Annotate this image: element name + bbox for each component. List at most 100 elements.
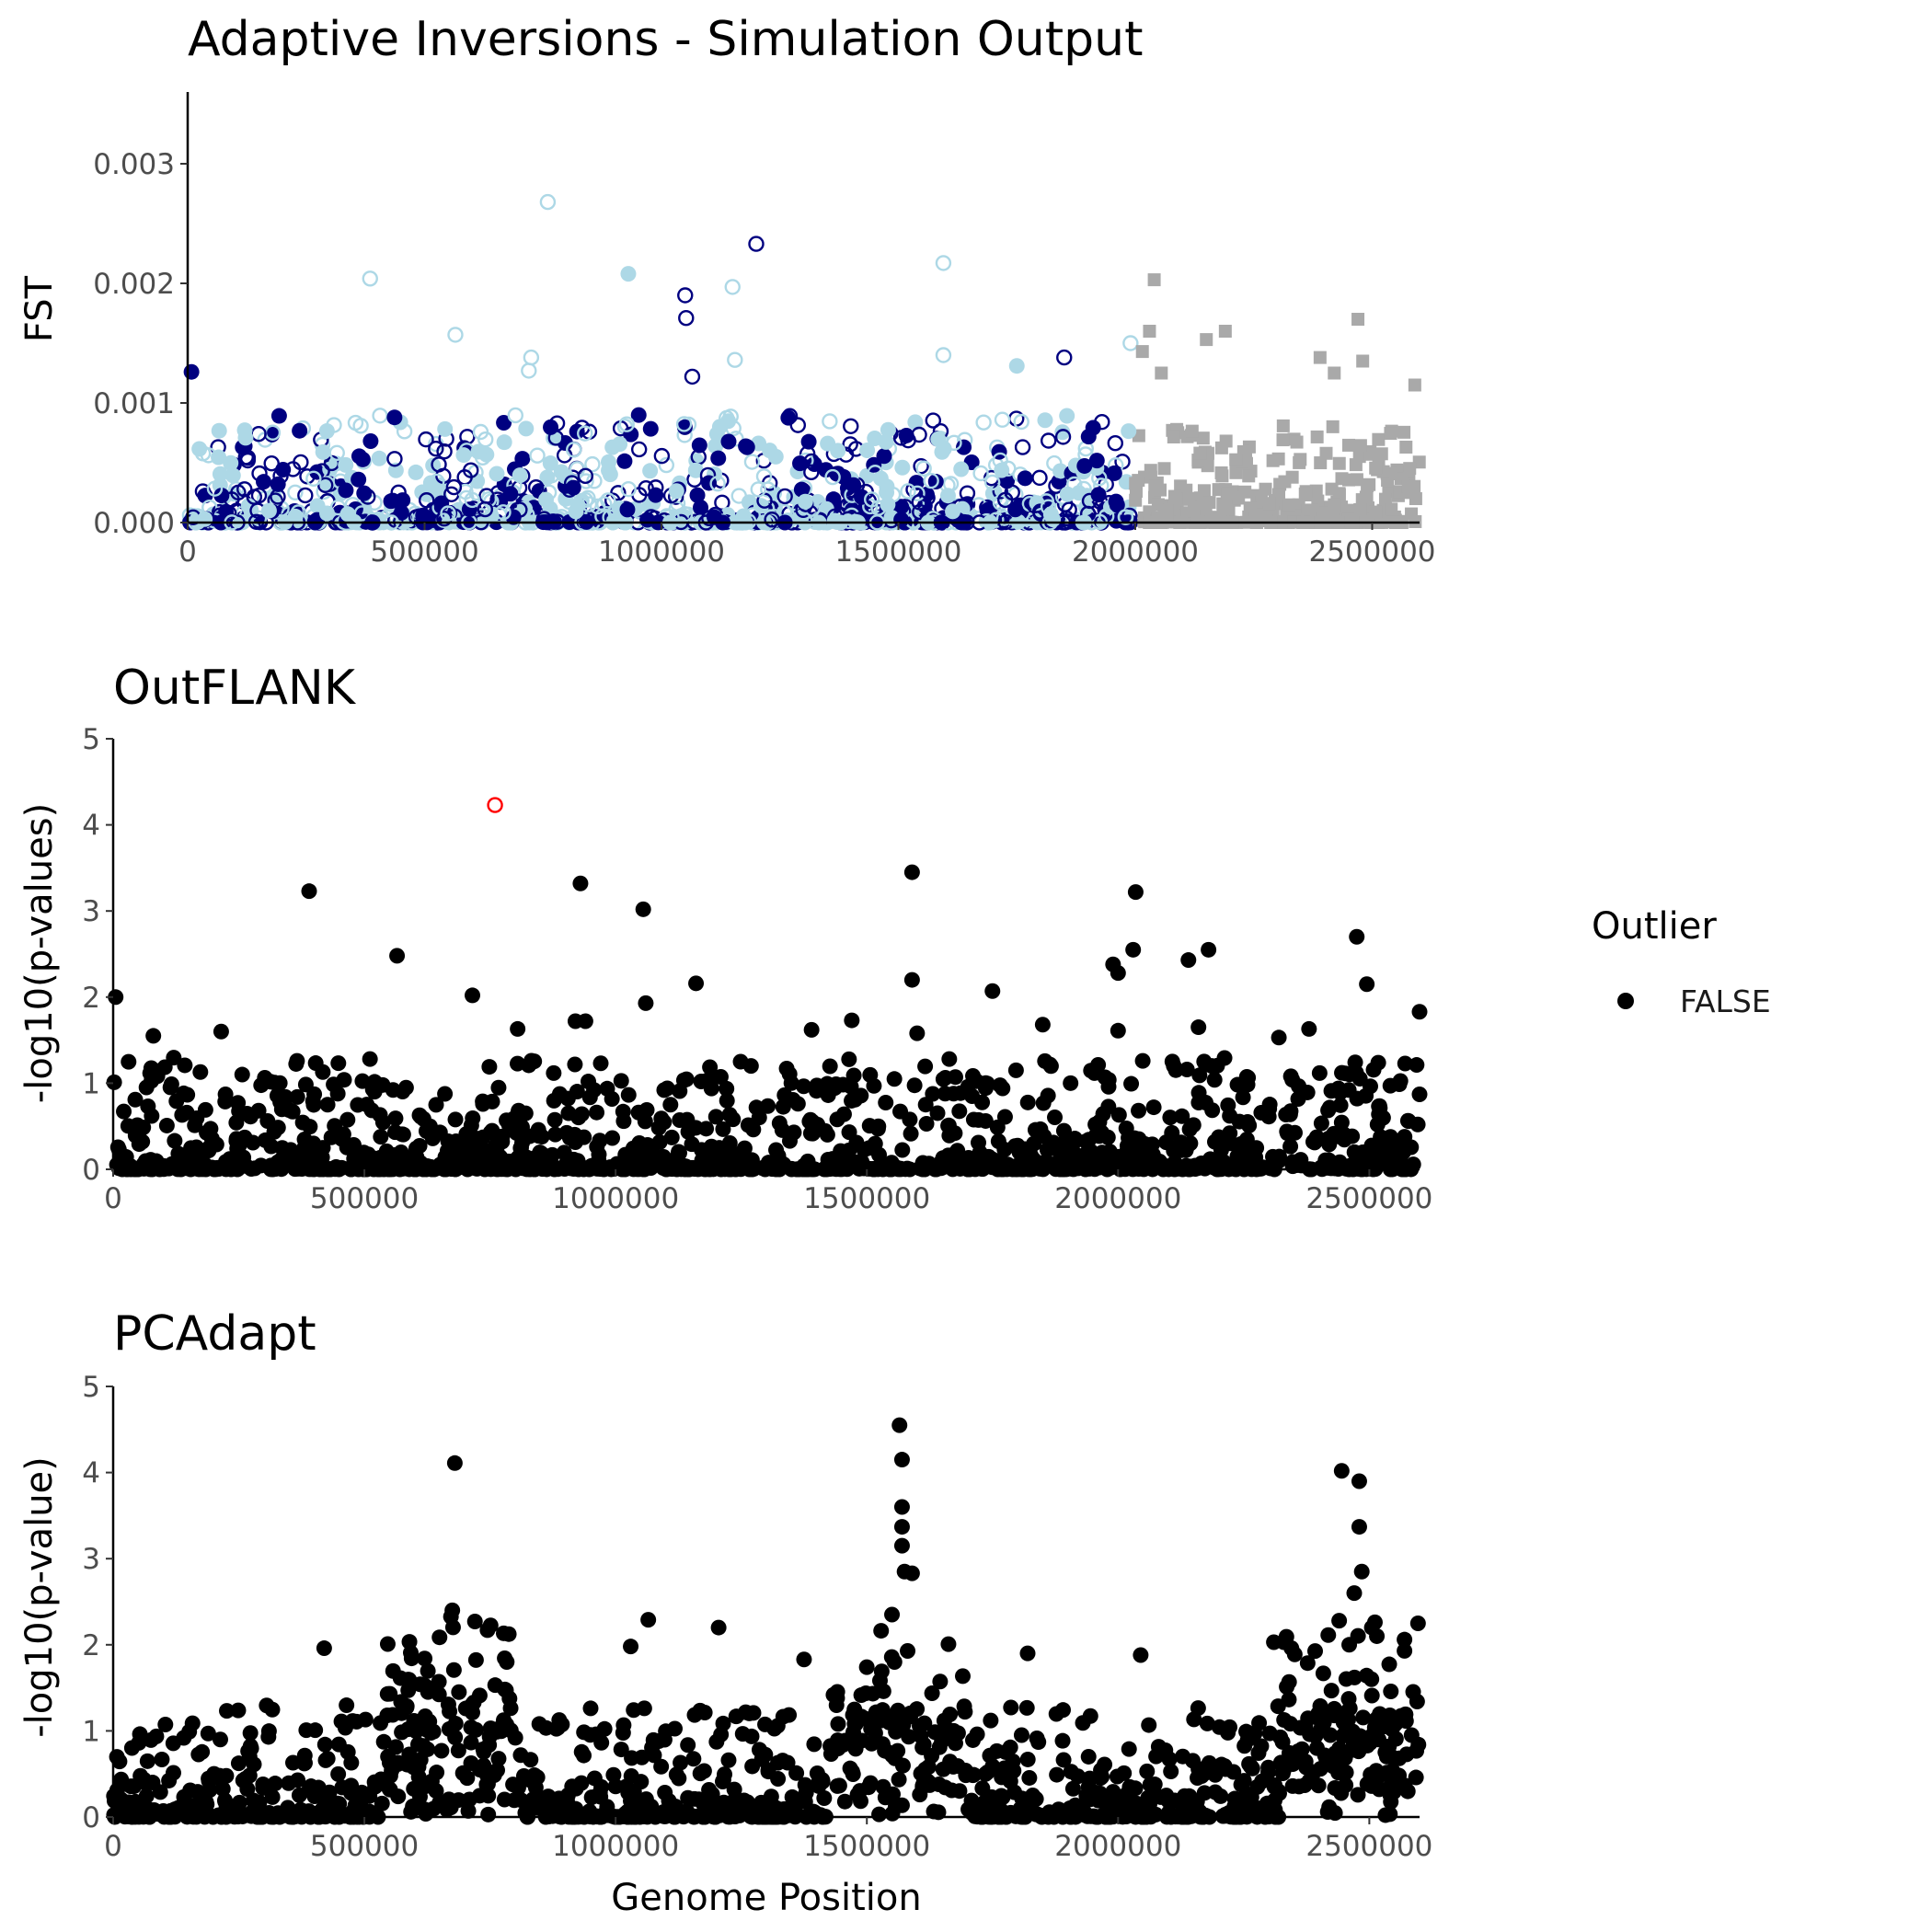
fst-point: [260, 502, 277, 519]
pcadapt-point: [1109, 1768, 1125, 1785]
fst-point: [523, 349, 540, 366]
fst-point: [489, 466, 505, 482]
pcadapt-point: [184, 1715, 201, 1731]
fst-point: [371, 450, 387, 466]
outflank-point: [937, 1086, 953, 1102]
fst-point: [925, 412, 942, 429]
fst-point: [586, 473, 603, 489]
outflank-y-tick-label: 0: [82, 1154, 100, 1187]
fst-point: [867, 431, 883, 447]
pcadapt-y-tick-label: 3: [82, 1543, 100, 1576]
fst-point: [1219, 434, 1233, 448]
outflank-point: [149, 1068, 166, 1085]
outflank-point: [445, 1145, 462, 1162]
fst-point: [939, 488, 956, 504]
fst-point: [1017, 470, 1033, 487]
pcadapt-point: [891, 1771, 907, 1788]
pcadapt-point: [949, 1758, 966, 1775]
fst-point: [972, 465, 989, 482]
outflank-point: [960, 1149, 977, 1166]
pcadapt-point: [623, 1639, 639, 1655]
pcadapt-point: [154, 1751, 170, 1767]
pcadapt-point: [1030, 1734, 1047, 1751]
fst-point: [1185, 424, 1199, 438]
pcadapt-point: [1070, 1768, 1087, 1785]
fst-point: [1408, 378, 1421, 392]
pcadapt-point: [886, 1654, 903, 1671]
outflank-point: [977, 1075, 994, 1091]
fst-point: [514, 451, 531, 467]
pcadapt-point: [1333, 1463, 1350, 1479]
pcadapt-point: [1163, 1763, 1179, 1779]
pcadapt-point: [1327, 1805, 1343, 1822]
fst-point: [542, 455, 558, 472]
fst-point: [539, 469, 556, 486]
outflank-point: [1052, 1152, 1069, 1168]
pcadapt-point: [1121, 1778, 1138, 1795]
outflank-x-tick-label: 2000000: [1054, 1182, 1181, 1215]
pcadapt-point: [321, 1784, 338, 1800]
outflank-point: [266, 1123, 282, 1140]
pcadapt-point: [784, 1788, 800, 1805]
fst-point: [859, 442, 876, 458]
fst-point: [845, 477, 862, 493]
outflank-point: [990, 1133, 1006, 1149]
pcadapt-point: [374, 1795, 390, 1811]
pcadapt-point: [1064, 1780, 1081, 1797]
fst-point: [1290, 435, 1304, 449]
pcadapt-point: [871, 1806, 888, 1823]
pcadapt-point: [479, 1622, 496, 1639]
pcadapt-point: [480, 1806, 497, 1823]
outflank-point: [1351, 1071, 1368, 1087]
pcadapt-point: [1175, 1793, 1191, 1810]
pcadapt-point: [680, 1737, 696, 1754]
fst-point: [1042, 506, 1059, 523]
fst-point: [1004, 484, 1020, 501]
pcadapt-point: [463, 1734, 479, 1751]
fst-point: [935, 347, 952, 363]
outflank-panel-title: OutFLANK: [113, 661, 357, 716]
pcadapt-point: [1055, 1752, 1072, 1768]
outflank-point: [970, 1134, 986, 1151]
fst-point: [577, 467, 594, 485]
outflank-point: [329, 1086, 346, 1102]
outflank-point: [586, 1082, 603, 1098]
outflank-point: [1011, 1144, 1028, 1161]
pcadapt-point: [890, 1702, 906, 1719]
pcadapt-point: [858, 1659, 875, 1675]
outflank-point: [546, 1111, 563, 1128]
pcadapt-point: [738, 1704, 754, 1720]
outflank-point: [1313, 1115, 1329, 1132]
pcadapt-point: [633, 1774, 650, 1790]
pcadapt-point: [158, 1806, 175, 1823]
outflank-point: [138, 1079, 155, 1096]
pcadapt-point: [176, 1788, 192, 1805]
outflank-point: [389, 1147, 406, 1164]
outflank-point: [1278, 1107, 1294, 1123]
pcadapt-point: [529, 1769, 546, 1786]
pcadapt-point: [564, 1778, 581, 1795]
outflank-point: [1066, 1133, 1083, 1150]
fst-point: [1090, 487, 1107, 503]
fst-y-tick-label: 0.000: [93, 507, 175, 540]
pcadapt-point: [634, 1749, 650, 1765]
pcadapt-point: [1355, 1709, 1372, 1726]
outflank-point: [1201, 941, 1217, 958]
outflank-point: [455, 1133, 472, 1150]
outflank-point: [802, 1125, 819, 1142]
pcadapt-point: [913, 1728, 929, 1744]
outflank-point: [192, 1064, 209, 1080]
pcadapt-point: [875, 1778, 891, 1795]
outflank-point: [1202, 1151, 1219, 1167]
outflank-point: [145, 1028, 162, 1044]
fst-point: [689, 487, 706, 503]
outflank-point: [949, 1143, 966, 1159]
pcadapt-point: [956, 1698, 972, 1715]
outflank-point: [462, 1156, 478, 1172]
fst-point: [477, 500, 494, 518]
outflank-point: [387, 1110, 404, 1127]
fst-point: [911, 494, 927, 511]
fst-point: [1301, 503, 1315, 517]
pcadapt-point: [576, 1747, 592, 1764]
outflank-point: [1206, 1072, 1223, 1088]
